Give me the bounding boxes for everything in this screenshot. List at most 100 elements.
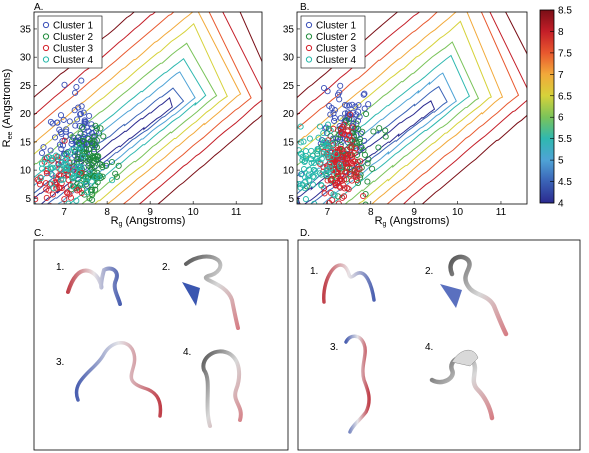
scatter-point (382, 127, 389, 134)
scatter-point (109, 177, 116, 184)
colorbar-tick-label: 5 (558, 156, 564, 167)
scatter-point (57, 112, 65, 119)
scatter-point (61, 137, 68, 144)
scatter-point (59, 137, 66, 145)
structure-d2-arrow (440, 284, 462, 308)
scatter-point (36, 181, 44, 188)
scatter-point (365, 101, 372, 108)
scatter-point (49, 172, 56, 179)
scatter-point (90, 133, 97, 140)
scatter-point (54, 119, 61, 126)
structure-d1 (322, 263, 376, 304)
scatter-point (48, 180, 55, 187)
structure-c2-arrow (182, 282, 200, 306)
y-tick-label: 10 (20, 166, 32, 177)
scatter-point (364, 160, 371, 167)
scatter-point (336, 161, 343, 168)
scatter-point (327, 127, 334, 134)
scatter-point (34, 196, 39, 203)
contour-line (297, 12, 527, 204)
scatter-point (88, 186, 96, 194)
legend-label: Cluster 3 (53, 44, 93, 55)
scatter-point (353, 120, 360, 127)
scatter-point (309, 181, 317, 188)
scatter-point (348, 151, 356, 159)
scatter-point (78, 206, 83, 211)
scatter-point (63, 164, 70, 171)
scatter-point (89, 196, 96, 203)
scatter-point (89, 161, 96, 169)
scatter-point (47, 147, 54, 154)
scatter-point (331, 192, 338, 199)
scatter-point (291, 180, 296, 185)
x-tick-label: 9 (411, 207, 417, 218)
scatter-point (325, 125, 332, 132)
x-tick-label: 8 (104, 207, 110, 218)
colorbar-tick-label: 6 (558, 113, 564, 124)
plot-frame-a (33, 11, 263, 205)
scatter-point (344, 184, 351, 192)
scatter-point (83, 124, 90, 131)
scatter-point (93, 125, 100, 132)
contour-line (297, 12, 504, 204)
scatter-point (336, 183, 343, 190)
scatter-point (83, 189, 91, 196)
axis-ticks-b: 7 8 9 10 11 5 10 15 20 25 30 35 (283, 24, 507, 218)
scatter-point (58, 184, 65, 192)
structure-label-d4: 4. (425, 342, 433, 353)
scatter-point (355, 108, 362, 115)
scatter-point (103, 162, 110, 169)
contour-line (297, 12, 520, 204)
scatter-point (79, 137, 86, 145)
scatter-point (328, 154, 335, 161)
scatter-point (48, 203, 53, 204)
scatter-point (62, 217, 67, 222)
scatter-point (369, 165, 376, 172)
scatter-point (73, 197, 80, 204)
structure-c3 (74, 341, 163, 418)
scatter-point (92, 186, 99, 193)
scatter-point (86, 150, 93, 157)
scatter-point (86, 169, 93, 176)
x-tick-label: 7 (61, 207, 67, 218)
x-tick-label: 8 (368, 207, 374, 218)
scatter-point (57, 177, 65, 184)
scatter-points-a (34, 77, 122, 222)
scatter-point (69, 183, 76, 190)
colorbar-ticks: 8.5 8 7.5 7 6.5 6 5.5 5 4.5 4 (550, 6, 572, 210)
scatter-point (308, 147, 315, 154)
scatter-point (302, 174, 309, 181)
scatter-point (52, 179, 59, 186)
contour-line (34, 12, 262, 204)
structure-d3 (344, 334, 371, 434)
scatter-point (343, 136, 351, 143)
scatter-point (353, 138, 360, 145)
scatter-point (340, 193, 348, 200)
scatter-point (344, 115, 351, 122)
scatter-point (361, 151, 368, 158)
scatter-point (47, 165, 54, 172)
scatter-point (346, 102, 353, 109)
contour-line (297, 20, 492, 204)
scatter-point (315, 146, 322, 153)
scatter-point (342, 117, 350, 125)
scatter-points-b (291, 82, 389, 204)
scatter-point (84, 211, 89, 216)
scatter-point (311, 174, 318, 181)
scatter-point (297, 147, 302, 154)
x-tick-label: 7 (325, 207, 331, 218)
scatter-point (83, 175, 90, 182)
scatter-point (331, 117, 338, 124)
scatter-point (80, 109, 87, 116)
scatter-point (330, 161, 337, 168)
scatter-point (92, 206, 97, 211)
scatter-point (45, 153, 53, 161)
scatter-point (325, 142, 332, 150)
scatter-point (78, 77, 85, 84)
scatter-point (83, 178, 90, 185)
x-axis-label-a: Rg (Angstroms) (111, 215, 186, 228)
scatter-point (356, 166, 363, 173)
y-tick-label: 25 (283, 81, 295, 92)
scatter-point (315, 158, 322, 165)
scatter-point (70, 146, 78, 153)
